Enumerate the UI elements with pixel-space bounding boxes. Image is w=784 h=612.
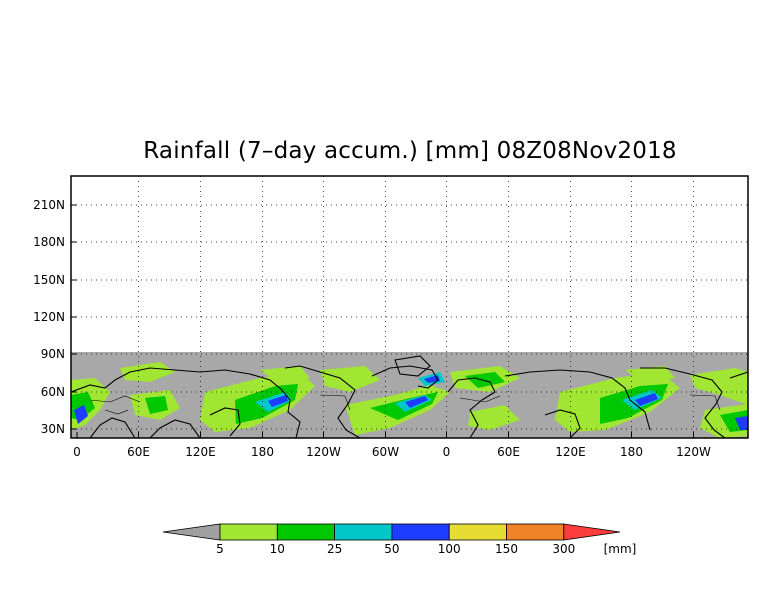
lon-label: 120W [306, 445, 341, 459]
lon-label: 180 [620, 445, 643, 459]
map-title: Rainfall (7–day accum.) [mm] 08Z08Nov201… [143, 138, 677, 164]
lat-label: 90N [41, 347, 65, 361]
latitude-labels: 210N 180N 150N 120N 90N 60N 30N [33, 198, 65, 436]
colorbar-segment [506, 523, 565, 541]
country-borders [89, 394, 721, 415]
grid-lines [71, 176, 748, 438]
colorbar-label: 50 [384, 542, 399, 556]
lat-label: 150N [33, 273, 65, 287]
lat-label: 30N [41, 422, 65, 436]
colorbar-underflow-triangle [162, 523, 221, 541]
colorbar-label: 5 [216, 542, 224, 556]
lat-label: 60N [41, 385, 65, 399]
colorbar-segment [276, 523, 335, 541]
tick-marks [71, 204, 694, 438]
lon-label: 60E [497, 445, 520, 459]
colorbar-label: 25 [327, 542, 342, 556]
lon-label: 0 [73, 445, 81, 459]
lon-label: 180 [251, 445, 274, 459]
colorbar-overflow-triangle [563, 523, 621, 541]
plot-frame [70, 175, 749, 439]
colorbar-segment [219, 523, 278, 541]
lon-label: 120E [185, 445, 216, 459]
colorbar-segment [448, 523, 507, 541]
lon-label: 120E [555, 445, 586, 459]
longitude-labels: 0 60E 120E 180 120W 60W 0 60E 120E 180 1… [73, 445, 711, 459]
lat-label: 210N [33, 198, 65, 212]
lon-label: 120W [676, 445, 711, 459]
lon-label: 60W [372, 445, 399, 459]
colorbar-label: 300 [552, 542, 575, 556]
colorbar-label: 10 [270, 542, 285, 556]
lat-label: 180N [33, 235, 65, 249]
lon-label: 0 [443, 445, 451, 459]
rainfall-shading [71, 362, 748, 438]
colorbar-label: 150 [495, 542, 518, 556]
colorbar: 5 10 25 50 100 150 300 [mm] [162, 523, 637, 556]
colorbar-label: 100 [438, 542, 461, 556]
colorbar-segment [391, 523, 450, 541]
lat-label: 120N [33, 310, 65, 324]
colorbar-segment [334, 523, 393, 541]
lon-label: 60E [127, 445, 150, 459]
colorbar-unit: [mm] [604, 542, 637, 556]
